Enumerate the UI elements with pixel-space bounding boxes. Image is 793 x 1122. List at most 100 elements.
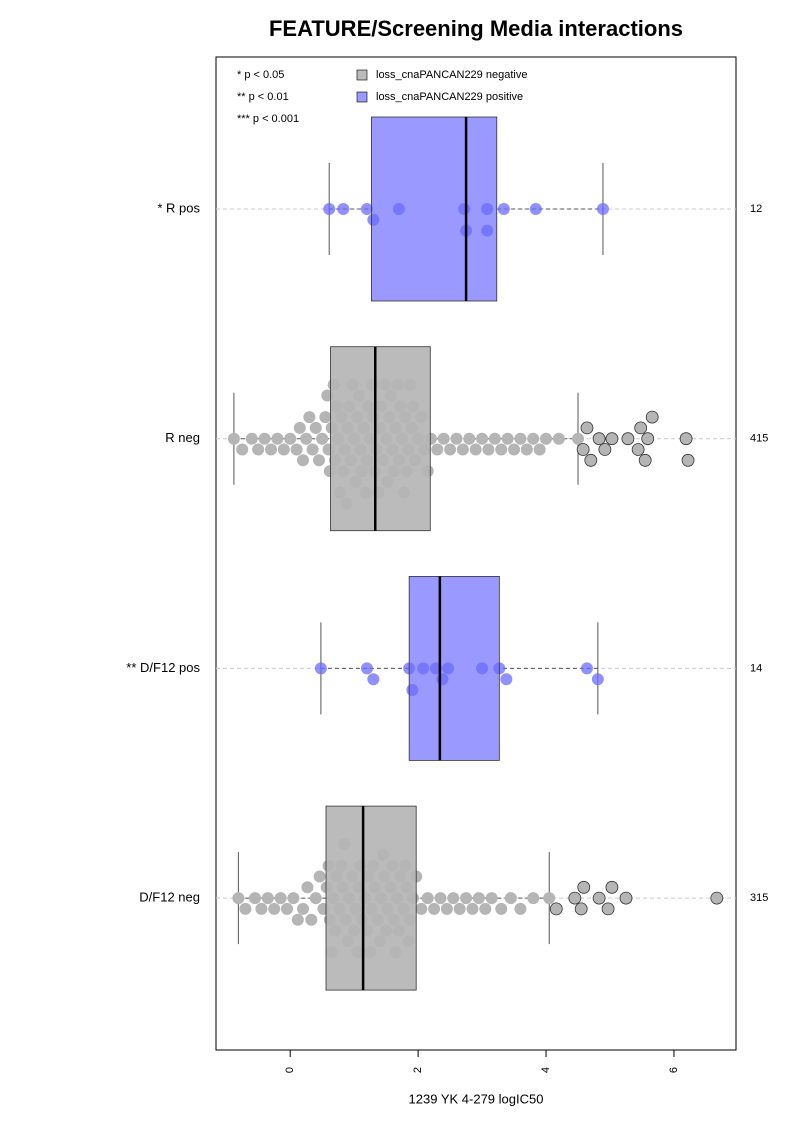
- data-point: [313, 870, 326, 883]
- data-point: [572, 432, 585, 445]
- data-point: [325, 421, 338, 434]
- data-point: [500, 673, 513, 686]
- data-point: [402, 443, 415, 456]
- outlier-point: [681, 453, 695, 467]
- box: [371, 117, 497, 301]
- data-point: [400, 465, 413, 478]
- data-point: [485, 892, 498, 905]
- box-outline: [330, 346, 431, 532]
- data-point: [391, 378, 404, 391]
- data-point: [334, 486, 347, 499]
- outlier-point: [584, 453, 598, 467]
- data-point: [227, 432, 240, 445]
- data-point: [385, 389, 398, 402]
- data-point: [399, 411, 412, 424]
- data-point: [460, 892, 473, 905]
- data-point: [364, 432, 377, 445]
- data-point: [249, 892, 262, 905]
- count-label: 415: [750, 433, 768, 445]
- data-point: [364, 946, 377, 959]
- data-point: [479, 902, 492, 915]
- data-point: [268, 902, 281, 915]
- data-point: [527, 432, 540, 445]
- data-point: [320, 881, 333, 894]
- data-point: [261, 892, 274, 905]
- data-point: [309, 892, 322, 905]
- data-point: [367, 859, 380, 872]
- x-axis-label: 1239 YK 4-279 logIC50: [409, 1091, 544, 1106]
- data-point: [481, 224, 494, 237]
- data-point: [527, 892, 540, 905]
- data-point: [378, 870, 391, 883]
- data-point: [386, 859, 399, 872]
- data-point: [514, 432, 527, 445]
- data-point: [330, 870, 343, 883]
- data-point: [314, 662, 327, 675]
- count-label: 12: [750, 203, 762, 215]
- outlier-point: [619, 891, 633, 905]
- data-point: [322, 443, 335, 456]
- data-point: [418, 443, 431, 456]
- data-point: [291, 913, 304, 926]
- data-point: [466, 902, 479, 915]
- data-point: [391, 892, 404, 905]
- outlier-point: [605, 880, 619, 894]
- data-point: [296, 454, 309, 467]
- data-point: [482, 443, 495, 456]
- data-point: [380, 924, 393, 937]
- data-point: [399, 859, 412, 872]
- data-point: [412, 432, 425, 445]
- data-point: [373, 421, 386, 434]
- data-point: [421, 465, 434, 478]
- data-point: [497, 203, 510, 215]
- outlier-point: [710, 891, 724, 905]
- data-point: [338, 443, 351, 456]
- legend-label: loss_cnaPANCAN229 positive: [376, 91, 523, 103]
- data-point: [365, 902, 378, 915]
- outlier-point: [598, 443, 612, 456]
- data-point: [389, 421, 402, 434]
- data-point: [327, 378, 340, 391]
- significance-note: * p < 0.05: [237, 69, 284, 81]
- data-point: [328, 924, 341, 937]
- data-point: [239, 902, 252, 915]
- data-point: [520, 443, 533, 456]
- data-point: [371, 913, 384, 926]
- count-label: 315: [750, 892, 768, 904]
- outlier-point: [638, 453, 652, 467]
- count-label: 14: [750, 662, 762, 674]
- data-point: [335, 411, 348, 424]
- data-point: [301, 881, 314, 894]
- data-point: [348, 432, 361, 445]
- chart-title: FEATURE/Screening Media interactions: [269, 16, 683, 41]
- data-point: [472, 892, 485, 905]
- box-outline: [371, 116, 498, 302]
- plot-frame: [215, 56, 737, 1051]
- data-point: [325, 946, 338, 959]
- data-point: [367, 411, 380, 424]
- outlier-point: [574, 902, 588, 916]
- legend-swatch: [356, 91, 368, 103]
- data-point: [450, 432, 463, 445]
- data-point: [406, 892, 419, 905]
- outlier-point: [621, 432, 635, 446]
- data-point: [323, 203, 336, 215]
- data-point: [296, 902, 309, 915]
- data-point: [453, 902, 466, 915]
- data-point: [469, 443, 482, 456]
- data-point: [333, 902, 346, 915]
- data-point: [396, 432, 409, 445]
- category-label: R neg: [165, 430, 200, 445]
- data-point: [236, 443, 249, 456]
- x-tick-label: 4: [540, 1067, 552, 1073]
- data-point: [392, 454, 405, 467]
- outlier-point: [577, 880, 591, 894]
- data-point: [380, 432, 393, 445]
- data-point: [265, 443, 278, 456]
- data-point: [386, 443, 399, 456]
- data-point: [335, 859, 348, 872]
- category-label: D/F12 neg: [139, 890, 200, 905]
- outlier-point: [641, 432, 655, 446]
- data-point: [338, 838, 351, 851]
